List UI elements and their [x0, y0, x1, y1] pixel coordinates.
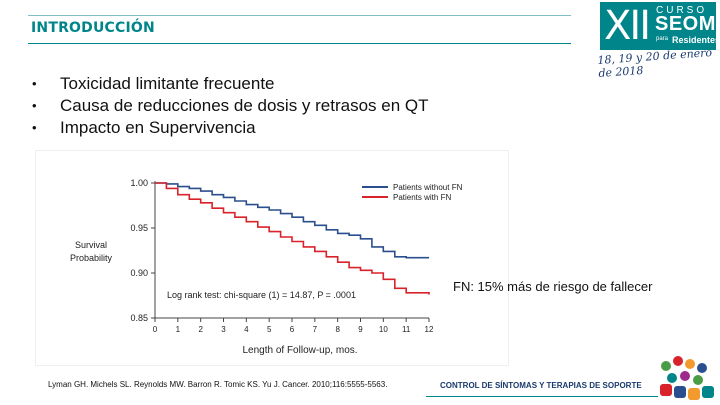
bullet-list: • Toxicidad limitante frecuente • Causa de… — [32, 73, 429, 139]
log-rank-annotation: Log rank test: chi-square (1) = 14.87, P… — [167, 290, 356, 300]
x-tick-label: 0 — [153, 325, 158, 334]
page-title: INTRODUCCIÓN — [31, 20, 155, 36]
logo-seom: SEOM — [655, 13, 716, 35]
y-axis-label-line2: Probability — [70, 253, 113, 263]
footer-figures-logo — [660, 356, 714, 400]
footer-rule — [426, 396, 658, 397]
x-tick-label: 10 — [379, 325, 388, 334]
footer-text: CONTROL DE SÍNTOMAS Y TERAPIAS DE SOPORT… — [440, 381, 642, 390]
bullet-item: • Toxicidad limitante frecuente — [32, 73, 429, 95]
event-date: 18, 19 y 20 de enero de 2018 — [597, 46, 713, 80]
bullet-dot: • — [32, 120, 37, 135]
x-tick-label: 9 — [358, 325, 363, 334]
x-tick-label: 8 — [335, 325, 340, 334]
legend-label: Patients with FN — [393, 193, 451, 202]
logo-residentes: Residentes — [672, 35, 720, 45]
survival-chart-figure: 1.00 0.95 0.90 0.85 0 1 2 3 4 5 6 7 8 9 10 11 12 Patien… — [36, 151, 508, 365]
x-tick-label: 1 — [176, 325, 181, 334]
y-axis-label-line1: Survival — [75, 240, 107, 250]
logo-roman-numeral: XII — [604, 3, 651, 49]
bullet-text: Toxicidad limitante frecuente — [60, 74, 275, 93]
x-axis-label: Length of Follow-up, mos. — [242, 345, 357, 356]
course-logo: XII CURSO SEOM para Residentes — [600, 2, 720, 50]
survival-chart: 1.000.950.900.85 0 1 2 3 4 5 6 7 8 9 10 11 12 Patien… — [70, 178, 463, 356]
bullet-text: Causa de reducciones de dosis y retrasos… — [60, 96, 429, 115]
bullet-item: • Causa de reducciones de dosis y retraso… — [32, 95, 429, 117]
y-tick-label: 0.90 — [130, 268, 148, 278]
logo-curso: CURSO — [656, 5, 708, 16]
legend-label: Patients without FN — [393, 183, 463, 192]
x-tick-label: 11 — [402, 325, 411, 334]
y-tick-label: 0.95 — [130, 223, 148, 233]
series-line-without-fn — [155, 182, 429, 259]
x-tick-label: 6 — [290, 325, 295, 334]
bullet-dot: • — [32, 76, 37, 91]
citation: Lyman GH. Michels SL. Reynolds MW. Barro… — [48, 380, 388, 389]
x-tick-label: 7 — [313, 325, 318, 334]
x-tick-label: 5 — [267, 325, 272, 334]
x-tick-label: 12 — [425, 325, 434, 334]
x-tick-label: 4 — [244, 325, 249, 334]
fn-risk-note: FN: 15% más de riesgo de fallecer — [453, 279, 653, 294]
bullet-item: • Impacto en Supervivencia — [32, 117, 429, 139]
header-rule — [28, 43, 571, 44]
logo-para: para — [656, 36, 669, 42]
y-tick-label: 0.85 — [130, 313, 148, 323]
x-tick-label: 3 — [221, 325, 226, 334]
bullet-text: Impacto en Supervivencia — [60, 118, 256, 137]
series-line-with-fn — [155, 182, 430, 295]
header-top-rule — [28, 15, 571, 16]
bullet-dot: • — [32, 98, 37, 113]
x-tick-label: 2 — [198, 325, 203, 334]
y-tick-label: 1.00 — [130, 178, 148, 188]
